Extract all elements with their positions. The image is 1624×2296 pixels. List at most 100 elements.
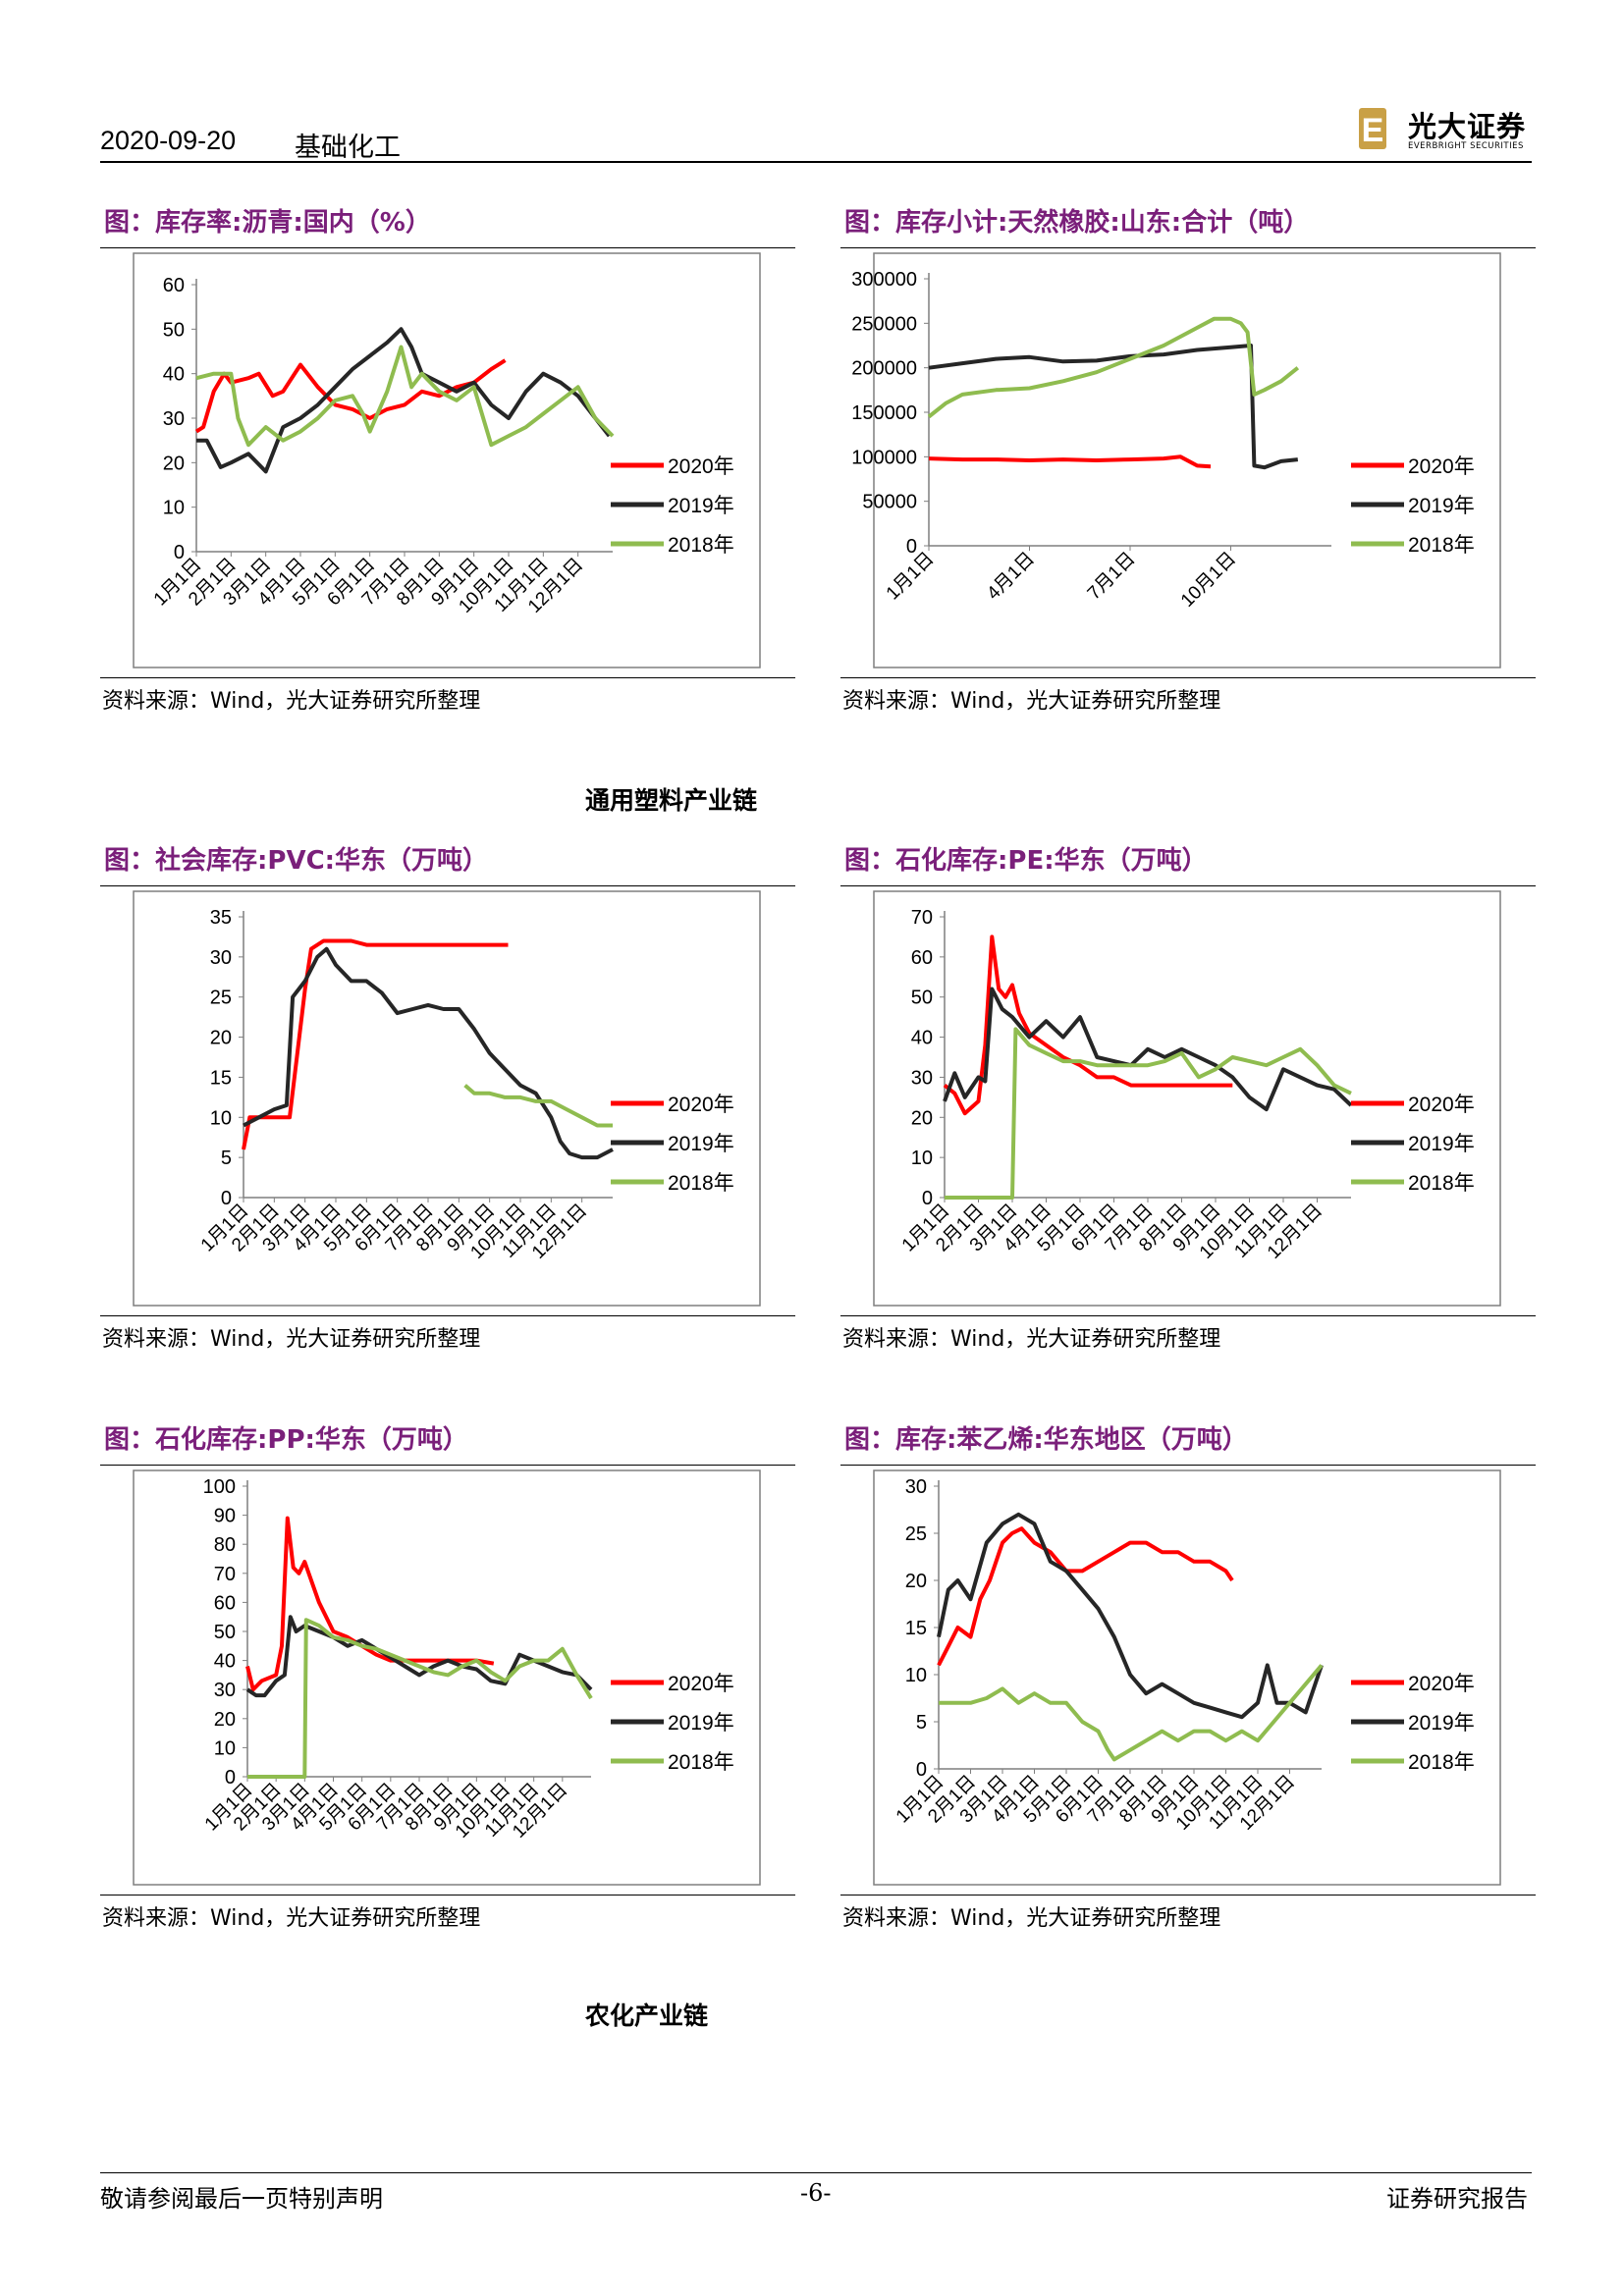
y-tick-label: 0 (225, 1767, 236, 1789)
x-tick-label: 7月1日 (1084, 549, 1140, 605)
legend-label: 2019年 (668, 1133, 734, 1155)
y-tick-label: 10 (214, 1737, 236, 1759)
chart-frame (133, 890, 761, 1307)
y-tick-label: 40 (163, 364, 185, 386)
footer-disclaimer: 敬请参阅最后一页特别声明 (100, 2185, 383, 2213)
source-rule (100, 677, 795, 678)
page-number: -6- (800, 2179, 832, 2207)
chart-source: 资料来源：Wind，光大证券研究所整理 (842, 1327, 1221, 1352)
series-line-2019 (928, 344, 1299, 470)
chart-source: 资料来源：Wind，光大证券研究所整理 (102, 1906, 481, 1931)
legend-label: 2020年 (668, 1673, 734, 1695)
chart-title: 图：库存:苯乙烯:华东地区（万吨） (844, 1425, 1248, 1455)
legend-label: 2018年 (1408, 1751, 1475, 1774)
panel-styrene: 图：库存:苯乙烯:华东地区（万吨） 0 5 10 15 20 25 30 1月1日 2月1日 3月… (840, 1415, 1536, 1936)
source-rule (100, 1895, 795, 1896)
legend-label: 2020年 (1408, 455, 1475, 478)
series-line-2018 (927, 316, 1300, 419)
y-tick-label: 80 (214, 1534, 236, 1556)
chart-title: 图：社会库存:PVC:华东（万吨） (104, 846, 489, 876)
title-rule (840, 247, 1536, 248)
y-tick-label: 40 (911, 1028, 933, 1049)
title-rule (100, 885, 795, 886)
chart-source: 资料来源：Wind，光大证券研究所整理 (102, 689, 481, 714)
legend-label: 2019年 (1408, 495, 1475, 517)
chart-source: 资料来源：Wind，光大证券研究所整理 (842, 689, 1221, 714)
chart-title: 图：库存小计:天然橡胶:山东:合计（吨） (844, 208, 1310, 238)
y-tick-label: 100 (203, 1476, 236, 1498)
y-tick-label: 20 (163, 453, 185, 474)
y-tick-label: 60 (163, 275, 185, 296)
source-rule (840, 1315, 1536, 1316)
series-line-2019 (943, 987, 1353, 1112)
series-line-2019 (243, 946, 614, 1160)
legend-label: 2018年 (1408, 1172, 1475, 1195)
y-tick-label: 50 (214, 1622, 236, 1643)
brand-logo: E 光大证券 EVERBRIGHT SECURITIES (1357, 102, 1534, 157)
legend-label: 2018年 (668, 1751, 734, 1774)
source-rule (840, 1895, 1536, 1896)
series-line-2020 (245, 1516, 495, 1692)
y-tick-label: 20 (905, 1571, 927, 1592)
y-tick-label: 10 (911, 1148, 933, 1169)
y-tick-label: 250000 (851, 313, 917, 335)
header-rule (100, 161, 1532, 163)
series-line-2020 (928, 454, 1212, 469)
y-tick-label: 70 (214, 1564, 236, 1585)
legend-label: 2019年 (1408, 1712, 1475, 1735)
logo-en-text: EVERBRIGHT SECURITIES (1408, 141, 1524, 151)
chart-pp: 01020304050607080901001月1日2月1日3月1日4月1日5月… (133, 1469, 761, 1886)
panel-pvc: 图：社会库存:PVC:华东（万吨） 0 5 10 15 20 25 30 35 1月1日 2月1日… (100, 836, 795, 1357)
panel-pp: 图：石化库存:PP:华东（万吨） 0 10 20 30 40 50 60 70 80 90 100 1… (100, 1415, 795, 1936)
y-tick-label: 70 (911, 907, 933, 929)
legend-label: 2020年 (1408, 1094, 1475, 1116)
legend-label: 2018年 (668, 534, 734, 557)
legend-label: 2019年 (668, 495, 734, 517)
title-rule (100, 247, 795, 248)
chart-frame (873, 252, 1501, 668)
y-tick-label: 150000 (851, 402, 917, 424)
y-tick-label: 90 (214, 1506, 236, 1527)
section-title-plastics: 通用塑料产业链 (585, 786, 758, 815)
y-tick-label: 200000 (851, 358, 917, 380)
y-tick-label: 35 (210, 907, 232, 929)
y-tick-label: 40 (214, 1651, 236, 1673)
chart-title: 图：石化库存:PE:华东（万吨） (844, 846, 1208, 876)
y-tick-label: 100000 (851, 447, 917, 468)
panel-pe: 图：石化库存:PE:华东（万吨） 0 10 20 30 40 50 60 70 1月1日 2月1日… (840, 836, 1536, 1357)
series-line-2020 (242, 938, 509, 1150)
y-tick-label: 30 (905, 1476, 927, 1498)
title-rule (100, 1465, 795, 1466)
chart-styrene: 0510152025301月1日2月1日3月1日4月1日5月1日6月1日7月1日… (873, 1469, 1501, 1886)
y-tick-label: 5 (221, 1148, 232, 1169)
chart-title: 图：石化库存:PP:华东（万吨） (104, 1425, 468, 1455)
chart-title: 图：库存率:沥青:国内（%） (104, 208, 431, 238)
report-date: 2020-09-20 (100, 126, 237, 155)
legend-label: 2020年 (668, 1094, 734, 1116)
x-tick-label: 4月1日 (983, 549, 1039, 605)
series-line-2019 (196, 327, 612, 474)
y-tick-label: 0 (916, 1759, 927, 1781)
y-tick-label: 25 (905, 1523, 927, 1545)
logo-cn-text: 光大证券 (1408, 110, 1527, 143)
y-tick-label: 60 (214, 1592, 236, 1614)
y-tick-label: 0 (221, 1188, 232, 1209)
legend-label: 2020年 (1408, 1673, 1475, 1695)
chart-rubber: 0500001000001500002000002500003000001月1日… (851, 252, 1501, 668)
series-line-2018 (463, 1084, 613, 1128)
panel-rubber: 图：库存小计:天然橡胶:山东:合计（吨） 0 50000 100000 150000 2… (840, 198, 1536, 719)
y-tick-label: 30 (911, 1067, 933, 1089)
y-tick-label: 5 (916, 1712, 927, 1734)
y-tick-label: 10 (163, 498, 185, 519)
y-tick-label: 30 (163, 408, 185, 430)
y-tick-label: 20 (214, 1709, 236, 1731)
chart-frame (133, 1469, 761, 1886)
y-tick-label: 0 (906, 536, 917, 558)
y-tick-label: 0 (922, 1188, 933, 1209)
chart-source: 资料来源：Wind，光大证券研究所整理 (842, 1906, 1221, 1931)
chart-frame (873, 890, 1501, 1307)
footer-rule (100, 2172, 1532, 2173)
series-line-2018 (945, 1027, 1352, 1200)
legend-label: 2018年 (668, 1172, 734, 1195)
legend-label: 2019年 (1408, 1133, 1475, 1155)
